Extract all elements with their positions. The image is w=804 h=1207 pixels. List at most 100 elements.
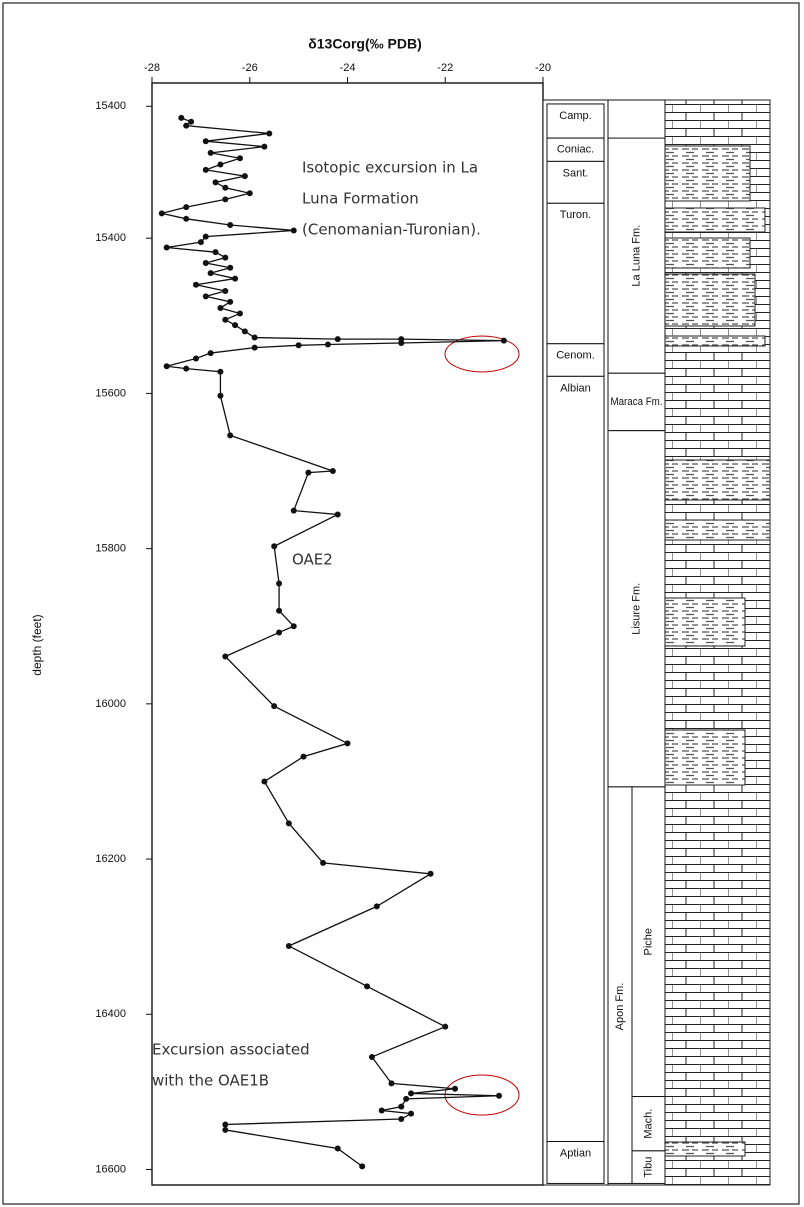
data-point [266, 130, 273, 137]
data-point [496, 1092, 503, 1099]
data-point [227, 264, 234, 271]
data-point [183, 122, 190, 129]
data-point [329, 468, 336, 475]
highlight-ellipse [444, 335, 520, 373]
member-label: Tibu [642, 1157, 654, 1178]
data-point [222, 653, 229, 660]
data-point [452, 1085, 459, 1092]
data-point [217, 368, 224, 375]
data-point [300, 753, 307, 760]
data-point [212, 179, 219, 186]
data-point [232, 322, 239, 329]
data-point [227, 298, 234, 305]
stage-box [546, 1141, 605, 1184]
data-point [183, 365, 190, 372]
data-point [222, 254, 229, 261]
data-point [276, 580, 283, 587]
stage-label: Coniac. [557, 144, 594, 156]
stage-box [546, 343, 605, 377]
member-label: Piche [642, 928, 654, 956]
member-box [631, 1096, 666, 1152]
data-point [222, 196, 229, 203]
formation-label: Lisure Fm. [630, 583, 642, 635]
x-tick-label: -22 [437, 62, 453, 74]
data-point [388, 1080, 395, 1087]
data-point [212, 249, 219, 256]
stage-label: Aptian [560, 1147, 591, 1159]
data-point [295, 342, 302, 349]
annotation: with the OAE1B [152, 1072, 269, 1090]
data-point [285, 942, 292, 949]
data-point [222, 287, 229, 294]
data-point [334, 336, 341, 343]
data-point [222, 184, 229, 191]
data-point [261, 143, 268, 150]
y-tick-label: 15600 [95, 387, 126, 399]
data-point [183, 215, 190, 222]
data-point [398, 339, 405, 346]
data-point [207, 149, 214, 156]
data-point [251, 344, 258, 351]
data-point [217, 161, 224, 168]
stage-label: Turon. [560, 209, 591, 221]
y-tick-label: 16600 [95, 1163, 126, 1175]
data-point [378, 1107, 385, 1114]
data-point [202, 260, 209, 267]
data-point [373, 903, 380, 910]
data-point [320, 859, 327, 866]
data-point [334, 511, 341, 518]
data-point [227, 222, 234, 229]
data-point [398, 1116, 405, 1123]
data-point [398, 1103, 405, 1110]
stage-box [546, 160, 605, 204]
stage-label: Camp. [559, 110, 591, 122]
chart-title: δ13Corg(‰ PDB) [308, 36, 422, 52]
data-point [207, 350, 214, 357]
data-point [285, 820, 292, 827]
y-tick-label: 15400 [95, 100, 126, 112]
data-point [236, 310, 243, 317]
stage-label: Cenom. [556, 350, 595, 362]
data-point [202, 138, 209, 145]
data-point [290, 623, 297, 630]
data-point [178, 114, 185, 121]
data-point [158, 210, 165, 217]
stage-box [546, 103, 605, 139]
data-point [442, 1023, 449, 1030]
annotation: Excursion associated [152, 1041, 310, 1059]
data-point [368, 1053, 375, 1060]
data-point [500, 337, 507, 344]
data-point [217, 305, 224, 312]
y-tick-label: 16200 [95, 853, 126, 865]
data-point [290, 227, 297, 234]
formation-box [607, 137, 666, 374]
data-point [271, 703, 278, 710]
data-point [276, 629, 283, 636]
x-tick-label: -28 [144, 62, 160, 74]
data-point [236, 155, 243, 162]
data-point [408, 1090, 415, 1097]
y-tick-label: 15800 [95, 543, 126, 555]
data-point [227, 432, 234, 439]
data-point [192, 355, 199, 362]
data-point [192, 281, 199, 288]
data-point [241, 328, 248, 335]
data-point [403, 1095, 410, 1102]
annotation: (Cenomanian-Turonian). [302, 221, 481, 239]
data-line [161, 117, 504, 1167]
data-point [222, 1121, 229, 1128]
data-point [359, 1163, 366, 1170]
data-point [202, 233, 209, 240]
data-point [276, 607, 283, 614]
stage-box [546, 375, 605, 1143]
data-point [271, 543, 278, 550]
data-point [207, 270, 214, 277]
annotation: OAE2 [292, 551, 333, 569]
data-point [202, 166, 209, 173]
data-point [364, 983, 371, 990]
x-tick-label: -24 [340, 62, 356, 74]
formation-label: La Luna Fm. [630, 225, 642, 287]
data-point [344, 740, 351, 747]
data-point [163, 244, 170, 251]
highlight-ellipse [444, 1074, 520, 1116]
